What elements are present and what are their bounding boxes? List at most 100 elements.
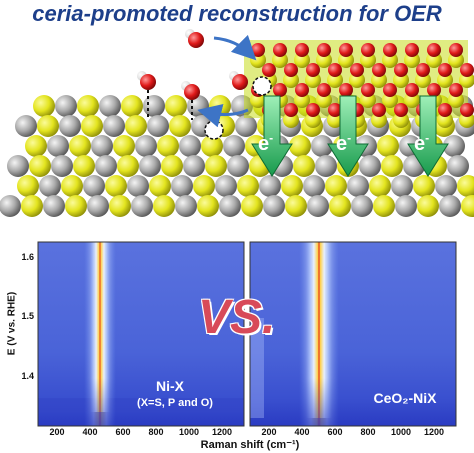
water-oxygen	[184, 84, 200, 100]
ceria-atom-ce	[360, 92, 376, 108]
support-atom-ni	[171, 175, 193, 197]
ceria-atom-ce	[305, 112, 321, 128]
ceria-atom-ce	[360, 52, 376, 68]
support-atom-ni	[103, 115, 125, 137]
ceria-atom-ce	[371, 112, 387, 128]
support-atom-s	[461, 195, 474, 217]
ceria-atom-ce	[283, 72, 299, 88]
support-atom-ni	[7, 155, 29, 177]
ceria-atom-ce	[382, 92, 398, 108]
support-atom-s	[241, 195, 263, 217]
support-atom-ni	[83, 175, 105, 197]
ceria-atom-ce	[415, 72, 431, 88]
support-atom-s	[289, 135, 311, 157]
migration-arrow	[197, 103, 249, 128]
support-atom-s	[325, 175, 347, 197]
ceria-atom-ce	[448, 52, 464, 68]
ceria-atom-ce	[404, 52, 420, 68]
x-tick-label: 200	[49, 427, 65, 437]
support-atom-s	[157, 135, 179, 157]
ceria-atom-ce	[250, 92, 266, 108]
x-tick-label: 600	[115, 427, 131, 437]
support-atom-ni	[215, 175, 237, 197]
ceria-atom-ce	[272, 52, 288, 68]
ceria-atom-ce	[382, 52, 398, 68]
ceria-atom-o	[372, 103, 386, 117]
ceria-atom-ce	[283, 112, 299, 128]
support-atom-ni	[131, 195, 153, 217]
ceria-atom-ce	[349, 72, 365, 88]
vacancy-site	[204, 120, 224, 140]
support-atom-s	[281, 175, 303, 197]
right-panel-peak-band	[306, 242, 332, 418]
support-atom-ni	[219, 195, 241, 217]
support-atom-s	[69, 135, 91, 157]
figure-title: ceria-promoted reconstruction for OER	[32, 1, 442, 26]
support-atom-ni	[51, 155, 73, 177]
support-atom-ni	[0, 195, 21, 217]
ceria-atom-o	[328, 63, 342, 77]
support-atom-s	[369, 175, 391, 197]
support-atom-s	[65, 195, 87, 217]
ceria-atom-o	[306, 63, 320, 77]
ceria-atom-o	[295, 43, 309, 57]
support-atom-ni	[235, 115, 257, 137]
support-atom-s	[205, 155, 227, 177]
left-panel-background	[38, 242, 244, 426]
ceria-atom-ce	[327, 72, 343, 88]
support-atom-ni	[311, 135, 333, 157]
ceria-atom-o	[251, 43, 265, 57]
versus-label: VS.	[198, 291, 276, 344]
ceria-atom-o	[427, 43, 441, 57]
ceria-atom-ce	[327, 112, 343, 128]
support-atom-ni	[391, 175, 413, 197]
water-oxygen	[140, 74, 156, 90]
ceria-atom-o	[438, 63, 452, 77]
support-atom-s	[373, 195, 395, 217]
support-atom-s	[329, 195, 351, 217]
ceria-atom-o	[449, 83, 463, 97]
left-panel-label: Ni-X	[156, 378, 184, 394]
right-panel-background	[250, 242, 456, 426]
ceria-atom-o	[295, 83, 309, 97]
migration-arrow	[213, 34, 257, 61]
y-tick-label: 1.5	[21, 311, 34, 321]
ceria-atom-o	[405, 43, 419, 57]
ceria-atom-o	[317, 43, 331, 57]
x-axis-label: Raman shift (cm⁻¹)	[200, 439, 300, 451]
support-atom-ni	[259, 175, 281, 197]
ceria-atom-o	[460, 63, 474, 77]
vacancy-site	[252, 76, 272, 96]
support-atom-ni	[95, 155, 117, 177]
support-atom-s	[153, 195, 175, 217]
x-tick-label: 1200	[423, 427, 445, 437]
ceria-atom-ce	[448, 92, 464, 108]
support-atom-ni	[147, 115, 169, 137]
support-atom-s	[293, 155, 315, 177]
water-oxygen	[188, 32, 204, 48]
ceria-atom-ce	[393, 72, 409, 88]
x-tick-label: 400	[294, 427, 310, 437]
support-atom-ni	[127, 175, 149, 197]
ceria-atom-o	[394, 103, 408, 117]
ceria-atom-o	[350, 63, 364, 77]
support-atom-s	[457, 175, 474, 197]
support-atom-s	[17, 175, 39, 197]
right-panel-label: CeO₂-NiX	[373, 390, 437, 406]
electron-transfer-arrow	[327, 95, 369, 177]
support-atom-ni	[43, 195, 65, 217]
ceria-atom-o	[383, 43, 397, 57]
y-axis-label: E (V vs. RHE)	[6, 291, 18, 356]
support-atom-s	[285, 195, 307, 217]
ceria-atom-o	[427, 83, 441, 97]
support-atom-ni	[175, 195, 197, 217]
support-atom-s	[29, 155, 51, 177]
support-atom-s	[413, 175, 435, 197]
support-atom-s	[161, 155, 183, 177]
support-atom-ni	[447, 155, 469, 177]
ceria-atom-o	[361, 83, 375, 97]
x-tick-label: 800	[360, 427, 376, 437]
support-atom-ni	[307, 195, 329, 217]
support-atom-ni	[443, 135, 465, 157]
support-atom-s	[33, 95, 55, 117]
